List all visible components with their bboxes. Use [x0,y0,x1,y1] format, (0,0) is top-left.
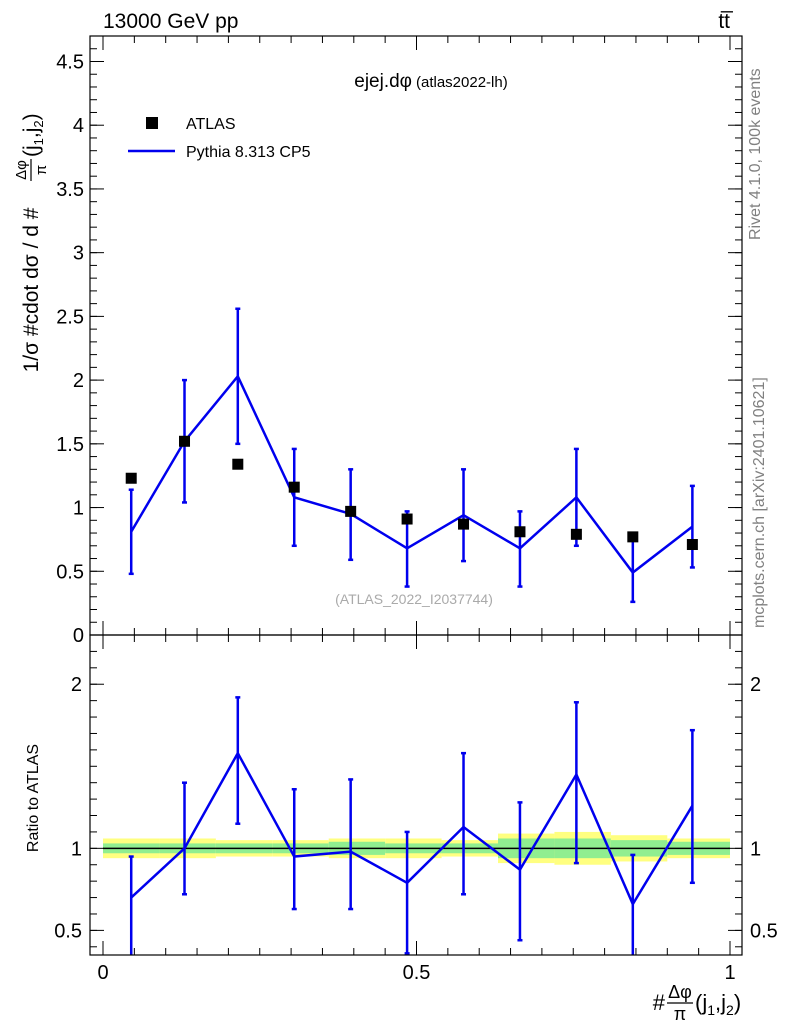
x-label-tail: (j1,j2) [695,990,741,1018]
x-axis-label: # Δφ π (j1,j2) [653,982,741,1024]
mcplots-credit-label: mcplots.cern.ch [arXiv:2401.10621] [751,377,768,628]
ratio-y-axis-label: Ratio to ATLAS [25,744,42,852]
ratio-y-tick-label-right: 1 [750,838,761,860]
x-label-frac-num: Δφ [668,982,692,1002]
ratio-y-tick-label: 1 [71,838,82,860]
x-tick-label: 0 [97,962,108,984]
mc-series-line [130,373,694,575]
plot-subtitle: (atlas2022-lh) [416,74,508,91]
main-y-tick-label: 1.5 [56,434,84,456]
main-error-bars [128,307,695,604]
main-y-tick-label: 0 [73,625,84,647]
main-panel: 0 0.5 1 1.5 2 2.5 3 3.5 4 4.5 ejej.dφ (atlas2022-… [13,35,743,647]
atlas-data-marker [570,528,582,540]
y-label-text: 1/σ #cdot dσ / d # [20,207,43,372]
ratio-error-bars [128,696,695,955]
y-label-tail: (j1,j2) [20,113,46,157]
ratio-y-tick-label: 2 [71,674,82,696]
legend-mc-label: Pythia 8.313 CP5 [186,144,311,161]
main-y-tick-label: 0.5 [56,561,84,583]
atlas-data-marker [125,472,137,484]
atlas-data-marker [458,518,470,530]
main-y-tick-label: 1 [73,498,84,520]
main-y-tick-label: 2.5 [56,306,84,328]
rivet-version-label: Rivet 4.1.0, 100k events [747,68,764,240]
analysis-watermark: (ATLAS_2022_I2037744) [335,591,493,607]
main-y-tick-label: 3.5 [56,179,84,201]
atlas-data-marker [514,526,526,538]
atlas-data-marker [345,505,357,517]
data-markers [125,435,698,551]
atlas-data-marker [179,435,191,447]
atlas-data-marker [401,513,413,525]
main-y-tick-label: 4 [73,115,84,137]
y-label-frac-den: π [33,165,50,175]
x-label-prefix: # [653,990,666,1015]
atlas-data-marker [627,531,639,543]
legend-atlas-marker [146,117,158,129]
atlas-data-marker [232,458,244,470]
main-y-tick-label: 3 [73,243,84,265]
atlas-data-marker [686,539,698,551]
main-y-tick-label: 2 [73,370,84,392]
x-tick-label: 1 [724,962,735,984]
ratio-y-tick-label: 0.5 [54,920,82,942]
ratio-axis-ticks: 0.5 0.5 1 1 2 2 0 0.5 1 [54,635,778,984]
main-y-tick-label: 4.5 [56,51,84,73]
ratio-panel: 0.5 0.5 1 1 2 2 0 0.5 1 Ratio to ATLAS # Δφ π (j… [25,634,778,1024]
main-y-axis-label: 1/σ #cdot dσ / d # Δφ π (j1,j2) [13,113,50,372]
header-process-label: tt̅ [718,10,734,33]
main-axis-ticks: 0 0.5 1 1.5 2 2.5 3 3.5 4 4.5 [56,35,742,647]
ratio-mc-line [130,750,694,907]
header-energy-label: 13000 GeV pp [103,10,238,33]
atlas-data-marker [288,481,300,493]
plot-title: ejej.dφ [354,71,412,92]
x-label-frac-den: π [674,1004,686,1024]
y-label-frac-num: Δφ [13,160,30,180]
legend-atlas-label: ATLAS [186,116,236,133]
ratio-y-tick-label-right: 2 [750,674,761,696]
legend: ATLAS Pythia 8.313 CP5 [128,116,311,161]
x-tick-label: 0.5 [403,962,431,984]
ratio-y-tick-label-right: 0.5 [750,920,778,942]
ratio-frame [89,634,743,956]
